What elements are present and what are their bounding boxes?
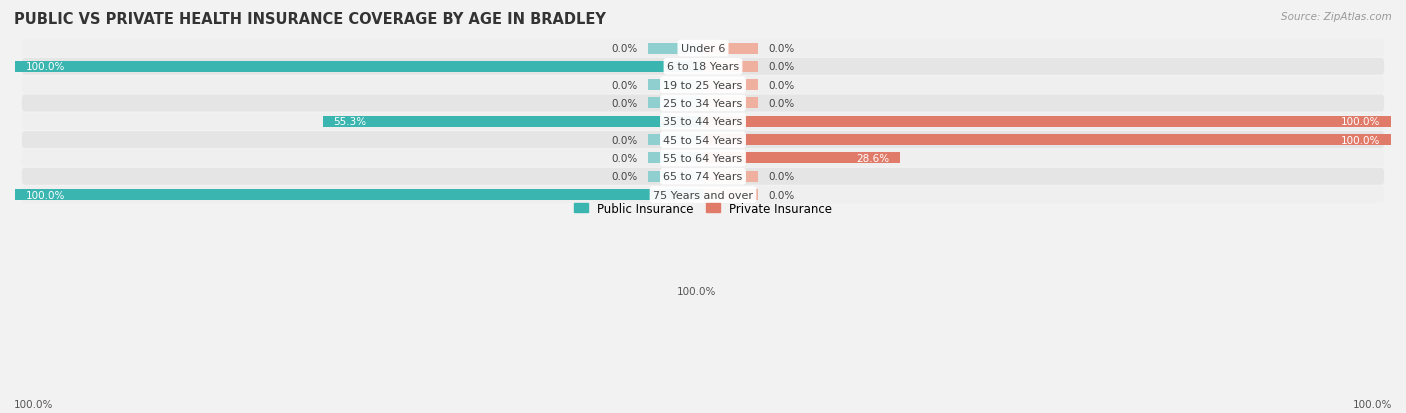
FancyBboxPatch shape	[22, 95, 1384, 112]
Text: 19 to 25 Years: 19 to 25 Years	[664, 81, 742, 90]
Bar	[648, 98, 703, 109]
Text: 100.0%: 100.0%	[1341, 135, 1381, 145]
Bar	[703, 80, 758, 91]
Bar	[703, 116, 1391, 128]
Text: Source: ZipAtlas.com: Source: ZipAtlas.com	[1281, 12, 1392, 22]
Bar	[648, 43, 703, 55]
Bar	[703, 62, 758, 73]
Text: 0.0%: 0.0%	[768, 190, 794, 200]
Bar	[648, 80, 703, 91]
Text: 0.0%: 0.0%	[612, 44, 638, 54]
Text: 0.0%: 0.0%	[612, 81, 638, 90]
Text: 0.0%: 0.0%	[768, 99, 794, 109]
Text: 45 to 54 Years: 45 to 54 Years	[664, 135, 742, 145]
Bar	[703, 153, 900, 164]
Bar	[703, 171, 758, 182]
Bar	[703, 135, 1391, 146]
Text: 0.0%: 0.0%	[612, 172, 638, 182]
Text: PUBLIC VS PRIVATE HEALTH INSURANCE COVERAGE BY AGE IN BRADLEY: PUBLIC VS PRIVATE HEALTH INSURANCE COVER…	[14, 12, 606, 27]
FancyBboxPatch shape	[22, 114, 1384, 131]
Bar	[15, 190, 703, 201]
Text: 100.0%: 100.0%	[25, 62, 65, 72]
FancyBboxPatch shape	[22, 150, 1384, 167]
FancyBboxPatch shape	[22, 169, 1384, 185]
FancyBboxPatch shape	[22, 187, 1384, 204]
Legend: Public Insurance, Private Insurance: Public Insurance, Private Insurance	[569, 197, 837, 220]
Text: 100.0%: 100.0%	[25, 190, 65, 200]
Text: 55 to 64 Years: 55 to 64 Years	[664, 154, 742, 164]
Text: 100.0%: 100.0%	[1353, 399, 1392, 409]
Text: 25 to 34 Years: 25 to 34 Years	[664, 99, 742, 109]
Text: 35 to 44 Years: 35 to 44 Years	[664, 117, 742, 127]
Bar	[703, 43, 758, 55]
Text: 55.3%: 55.3%	[333, 117, 366, 127]
Text: 0.0%: 0.0%	[768, 62, 794, 72]
Text: 0.0%: 0.0%	[612, 99, 638, 109]
Text: 0.0%: 0.0%	[768, 172, 794, 182]
Text: 75 Years and over: 75 Years and over	[652, 190, 754, 200]
Text: 28.6%: 28.6%	[856, 154, 890, 164]
Bar	[648, 135, 703, 146]
FancyBboxPatch shape	[22, 40, 1384, 57]
Bar	[648, 171, 703, 182]
Text: 65 to 74 Years: 65 to 74 Years	[664, 172, 742, 182]
Text: 6 to 18 Years: 6 to 18 Years	[666, 62, 740, 72]
Text: 100.0%: 100.0%	[1341, 117, 1381, 127]
Text: 0.0%: 0.0%	[612, 154, 638, 164]
Text: 0.0%: 0.0%	[768, 44, 794, 54]
Bar	[648, 153, 703, 164]
Bar	[703, 190, 758, 201]
Text: 0.0%: 0.0%	[768, 81, 794, 90]
Text: 100.0%: 100.0%	[14, 399, 53, 409]
Bar	[322, 116, 703, 128]
Text: 100.0%: 100.0%	[676, 287, 716, 297]
Bar	[15, 62, 703, 73]
Bar	[703, 98, 758, 109]
FancyBboxPatch shape	[22, 59, 1384, 76]
Text: 0.0%: 0.0%	[612, 135, 638, 145]
FancyBboxPatch shape	[22, 132, 1384, 149]
FancyBboxPatch shape	[22, 77, 1384, 94]
Text: Under 6: Under 6	[681, 44, 725, 54]
